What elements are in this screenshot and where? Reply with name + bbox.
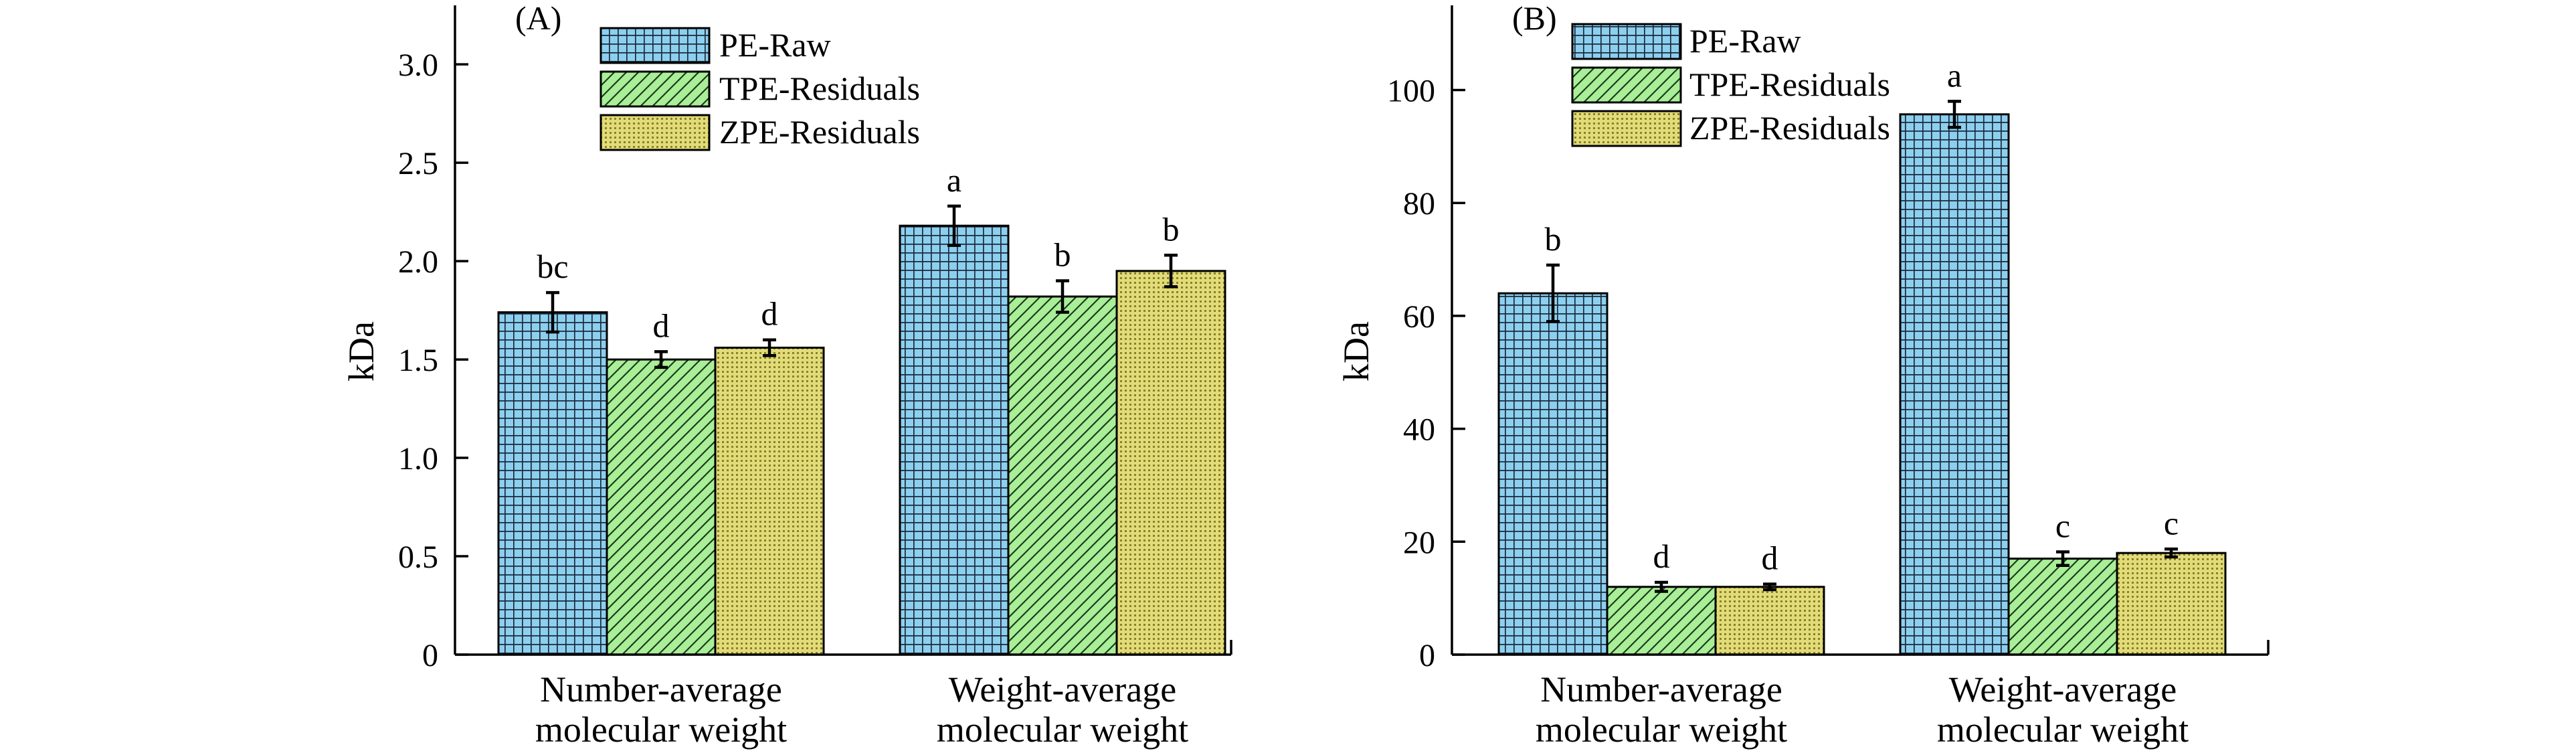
panel-b-errorbar-s2-c0 <box>1763 582 1776 592</box>
panel-b-errorbar-s1-c0 <box>1655 580 1668 593</box>
panel-b-sig-letter-s2-c1: c <box>2164 504 2179 541</box>
panel-a-bar-s0-c0 <box>497 311 608 656</box>
panel-a-axes: 00.51.01.52.02.53.0Number-averagemolecul… <box>398 5 1232 750</box>
panel-b-ytick-label: 100 <box>1387 74 1435 109</box>
panel-b-sig-letter-s2-c0: d <box>1762 539 1778 577</box>
panel-b-legend-swatch <box>1571 110 1682 147</box>
panel-a-category-label: molecular weight <box>937 710 1188 750</box>
panel-b-ytick-label: 20 <box>1403 525 1435 560</box>
panel-a-legend-swatch <box>600 70 711 108</box>
panel-a-bar-s2-c0 <box>714 346 825 656</box>
panel-a-bar-s1-c1 <box>1007 295 1118 656</box>
panel-b-category-label: molecular weight <box>1937 710 2189 750</box>
panel-a-sig-letter-s1-c0: d <box>653 307 670 344</box>
panel-a-errorbar-s0-c0 <box>546 290 559 334</box>
panel-b-category-label: molecular weight <box>1536 710 1787 750</box>
panel-a-ytick-label: 3.0 <box>398 48 438 83</box>
panel-a-label: (A) <box>515 0 561 37</box>
panel-a-legend-item: ZPE-Residuals <box>600 113 920 151</box>
panel-b-legend-item: PE-Raw <box>1571 22 1801 60</box>
panel-b-ytick-label: 0 <box>1419 638 1435 673</box>
panel-b-bar-s2-c0 <box>1714 586 1825 656</box>
panel-a-sig-letter-s1-c1: b <box>1054 236 1071 274</box>
panel-b-errorbar-s0-c1 <box>1948 100 1961 129</box>
panel-b-bar-s0-c1 <box>1899 113 2010 656</box>
panel-a-legend-label: PE-Raw <box>719 26 831 64</box>
panel-a-legend: PE-Raw TPE-Residuals ZPE-Residuals <box>600 26 920 151</box>
panel-b-category-label: Number-average <box>1540 669 1782 710</box>
panel-a-category-label: molecular weight <box>535 710 787 750</box>
panel-a-legend-swatch <box>600 114 711 151</box>
panel-b-errorbar-s2-c1 <box>2165 548 2178 559</box>
panel-a-ytick-label: 1.5 <box>398 343 438 378</box>
panel-b-ytick-label: 40 <box>1403 412 1435 448</box>
panel-a-chart: (A) bc a d b d b 0 0.5 1.0 1.5 2.0 2.5 3.0 Number-av… <box>341 0 1232 750</box>
panel-b-category-label: Weight-average <box>1949 669 2177 710</box>
panel-b-legend-label: PE-Raw <box>1689 22 1801 60</box>
panel-b-bar-s1-c1 <box>2007 558 2118 656</box>
panel-a-ytick-label: 1.0 <box>398 441 438 477</box>
panel-b-legend-item: ZPE-Residuals <box>1571 109 1890 147</box>
panel-b-legend: PE-Raw TPE-Residuals ZPE-Residuals <box>1571 22 1890 147</box>
panel-a-bar-s1-c0 <box>606 358 717 656</box>
panel-b-bar-s0-c0 <box>1497 292 1608 656</box>
panel-a-ylabel: kDa <box>341 321 381 382</box>
panel-a-errorbar-s2-c1 <box>1164 254 1178 288</box>
panel-b-sig-letter-s0-c0: b <box>1545 220 1562 258</box>
panel-a-errorbar-s1-c1 <box>1056 279 1069 314</box>
panel-b-sig-letter-s1-c1: c <box>2055 507 2070 544</box>
panel-a-bar-s2-c1 <box>1115 270 1226 656</box>
panel-a-category-label: Number-average <box>540 669 782 710</box>
panel-b-sig-letter-s1-c0: d <box>1653 537 1670 575</box>
panel-a-sig-letter-s2-c1: b <box>1163 210 1180 248</box>
panel-a-sig-letter-s0-c1: a <box>947 161 961 199</box>
panel-b-legend-item: TPE-Residuals <box>1571 66 1890 104</box>
panel-a-ytick-label: 2.0 <box>398 244 438 280</box>
panel-a-legend-item: PE-Raw <box>600 26 831 64</box>
panel-b-marks: b a d c d c <box>1497 56 2227 656</box>
panel-a-legend-swatch <box>600 27 711 64</box>
panel-a-ytick-label: 2.5 <box>398 146 438 181</box>
panel-a-errorbar-s1-c0 <box>654 350 668 369</box>
panel-b-legend-label: ZPE-Residuals <box>1689 109 1890 147</box>
panel-b-label: (B) <box>1512 0 1557 37</box>
panel-b-ytick-label: 60 <box>1403 299 1435 335</box>
panel-b-bar-s1-c0 <box>1606 586 1717 656</box>
panel-a-bar-s0-c1 <box>899 224 1010 656</box>
panel-b-legend-label: TPE-Residuals <box>1689 66 1890 103</box>
panel-a-sig-letter-s0-c0: bc <box>537 248 568 285</box>
panel-b-errorbar-s0-c0 <box>1546 263 1560 323</box>
panel-b-ytick-label: 80 <box>1403 186 1435 222</box>
panel-a-ytick-label: 0 <box>422 638 438 673</box>
panel-a-legend-label: ZPE-Residuals <box>719 113 920 151</box>
panel-a-legend-label: TPE-Residuals <box>719 70 920 107</box>
panel-b-legend-swatch <box>1571 66 1682 104</box>
panel-b-ylabel: kDa <box>1336 321 1376 382</box>
panel-a-marks: bc a d b d b <box>497 161 1226 656</box>
panel-a-errorbar-s2-c0 <box>763 338 776 357</box>
panel-a-ytick-label: 0.5 <box>398 539 438 575</box>
panel-a-sig-letter-s2-c0: d <box>761 295 778 333</box>
panel-a-errorbar-s0-c1 <box>947 204 961 247</box>
panel-a-legend-item: TPE-Residuals <box>600 70 920 108</box>
panel-b-errorbar-s1-c1 <box>2056 550 2069 567</box>
panel-b-bar-s2-c1 <box>2116 552 2227 656</box>
panel-a-category-label: Weight-average <box>949 669 1176 710</box>
panel-b-legend-swatch <box>1571 23 1682 60</box>
panel-b-sig-letter-s0-c1: a <box>1947 56 1962 94</box>
